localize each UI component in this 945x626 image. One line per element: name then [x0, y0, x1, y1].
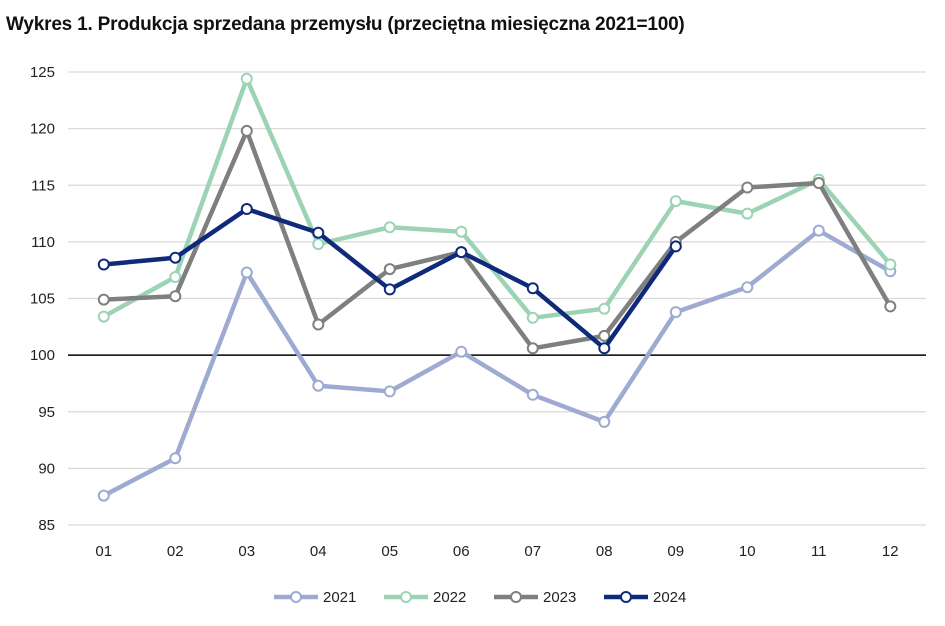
x-tick-label-12: 12 — [882, 543, 899, 560]
point-2023-05 — [383, 263, 396, 276]
x-tick-label-03: 03 — [238, 543, 255, 560]
point-2022-06 — [455, 225, 468, 238]
point-2024-08 — [598, 342, 611, 355]
point-2021-10 — [741, 281, 754, 294]
legend-marker-2023 — [510, 591, 522, 603]
y-tick-label-85: 85 — [38, 517, 55, 534]
legend-item-2023: 2023 — [494, 589, 576, 606]
x-tick-label-04: 04 — [310, 543, 327, 560]
point-2024-09 — [669, 240, 682, 253]
legend-marker-2024 — [620, 591, 632, 603]
series-line-2021 — [101, 228, 893, 498]
point-2021-01 — [97, 489, 110, 502]
x-tick-label-10: 10 — [739, 543, 756, 560]
legend: 2021 2022 2023 2024 — [274, 589, 686, 606]
point-2024-05 — [383, 283, 396, 296]
point-2021-02 — [169, 452, 182, 465]
y-tick-label-125: 125 — [30, 64, 55, 81]
legend-label-2023: 2023 — [543, 589, 576, 606]
point-2023-04 — [312, 318, 325, 331]
legend-label-2024: 2024 — [653, 589, 686, 606]
point-2022-03 — [240, 72, 253, 85]
point-2024-06 — [455, 246, 468, 259]
y-tick-label-95: 95 — [38, 404, 55, 421]
y-tick-label-90: 90 — [38, 460, 55, 477]
x-tick-label-08: 08 — [596, 543, 613, 560]
x-tick-label-11: 11 — [811, 543, 827, 560]
y-tick-label-110: 110 — [31, 234, 55, 251]
legend-label-2021: 2021 — [323, 589, 356, 606]
chart-title: Wykres 1. Produkcja sprzedana przemysłu … — [6, 14, 685, 35]
point-2024-04 — [312, 226, 325, 239]
point-2021-06 — [455, 345, 468, 358]
y-tick-label-100: 100 — [30, 347, 55, 364]
series-line-2023 — [101, 128, 893, 351]
point-2021-08 — [598, 415, 611, 428]
y-tick-label-115: 115 — [31, 177, 55, 194]
point-2021-05 — [383, 385, 396, 398]
legend-item-2022: 2022 — [384, 589, 466, 606]
point-2023-08 — [598, 329, 611, 342]
x-tick-label-01: 01 — [95, 543, 112, 560]
point-2022-07 — [526, 311, 539, 324]
series-2024 — [97, 203, 682, 355]
point-2021-07 — [526, 388, 539, 401]
x-tick-label-02: 02 — [167, 543, 184, 560]
y-axis-labels: 85 90 95 100 105 110 115 120 125 — [30, 64, 55, 534]
point-2022-10 — [741, 207, 754, 220]
point-2024-01 — [97, 258, 110, 271]
point-2023-07 — [526, 342, 539, 355]
point-2023-03 — [240, 124, 253, 137]
x-axis-labels: 01 02 03 04 05 06 07 08 09 10 11 12 — [95, 543, 898, 560]
x-tick-label-07: 07 — [524, 543, 541, 560]
series-2021 — [97, 224, 897, 502]
point-2022-02 — [169, 271, 182, 283]
point-2024-02 — [169, 251, 182, 264]
point-2023-11 — [812, 177, 825, 189]
series-lines — [97, 72, 897, 502]
point-2021-09 — [669, 306, 682, 319]
point-2021-03 — [240, 266, 253, 279]
legend-marker-2021 — [290, 591, 302, 603]
legend-marker-2022 — [400, 591, 412, 603]
point-2022-05 — [383, 221, 396, 234]
point-2023-01 — [97, 293, 110, 306]
series-line-2022 — [101, 76, 893, 321]
legend-label-2022: 2022 — [433, 589, 466, 606]
point-2023-10 — [741, 181, 754, 194]
point-2022-08 — [598, 302, 611, 315]
legend-item-2024: 2024 — [604, 589, 686, 606]
point-2021-04 — [312, 379, 325, 392]
y-tick-label-120: 120 — [30, 121, 55, 138]
x-tick-label-05: 05 — [381, 543, 398, 560]
point-2022-12 — [884, 258, 897, 271]
point-2022-01 — [97, 310, 110, 323]
point-2024-03 — [240, 203, 253, 215]
point-2023-02 — [169, 290, 182, 303]
point-2023-12 — [884, 300, 897, 313]
y-tick-label-105: 105 — [30, 291, 55, 308]
point-2022-09 — [669, 195, 682, 208]
x-tick-label-06: 06 — [453, 543, 470, 560]
legend-item-2021: 2021 — [274, 589, 356, 606]
point-2024-07 — [526, 282, 539, 295]
point-2021-11 — [812, 224, 825, 237]
point-2022-04 — [312, 238, 325, 251]
x-tick-label-09: 09 — [667, 543, 684, 560]
